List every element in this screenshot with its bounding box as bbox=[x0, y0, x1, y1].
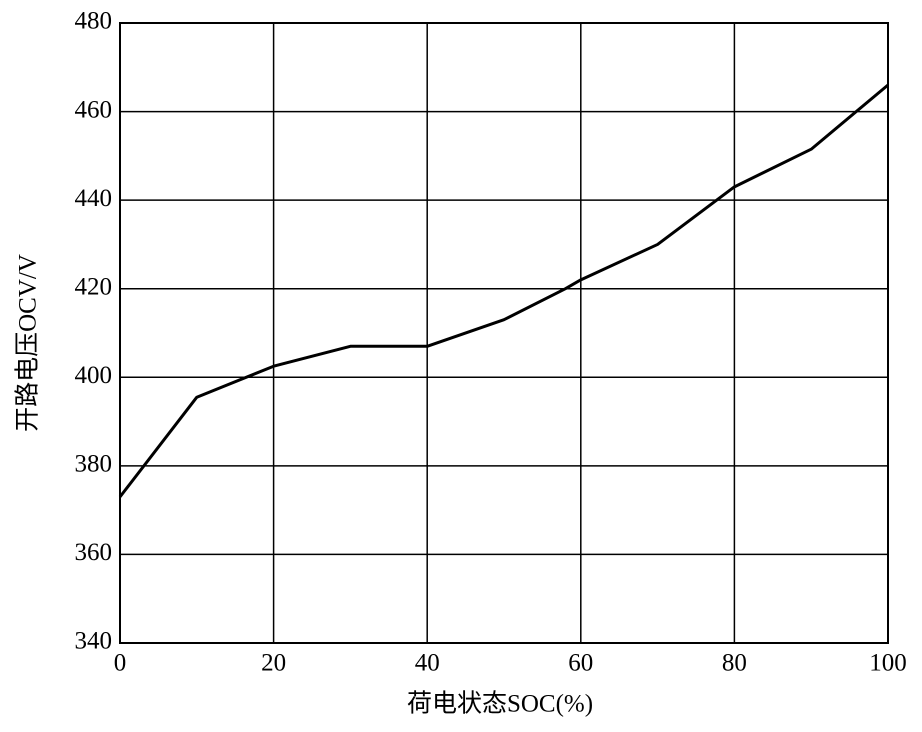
plot-frame bbox=[119, 22, 889, 644]
x-tick-label: 20 bbox=[261, 650, 286, 677]
x-tick-label: 0 bbox=[114, 650, 127, 677]
y-tick-label: 340 bbox=[75, 628, 113, 655]
y-tick-label: 480 bbox=[75, 8, 113, 35]
y-tick-label: 380 bbox=[75, 451, 113, 478]
y-tick-label: 420 bbox=[75, 273, 113, 300]
y-tick-label: 360 bbox=[75, 539, 113, 566]
y-tick-label: 400 bbox=[75, 362, 113, 389]
y-tick-label: 460 bbox=[75, 96, 113, 123]
x-tick-label: 40 bbox=[415, 650, 440, 677]
x-tick-label: 80 bbox=[722, 650, 747, 677]
data-line bbox=[118, 83, 889, 498]
x-axis-label: 荷电状态SOC(%) bbox=[407, 690, 593, 718]
y-tick-label: 440 bbox=[75, 185, 113, 212]
x-tick-label: 100 bbox=[869, 650, 907, 677]
x-tick-label: 60 bbox=[568, 650, 593, 677]
y-axis-label: 开路电压OCV/V bbox=[14, 254, 42, 432]
